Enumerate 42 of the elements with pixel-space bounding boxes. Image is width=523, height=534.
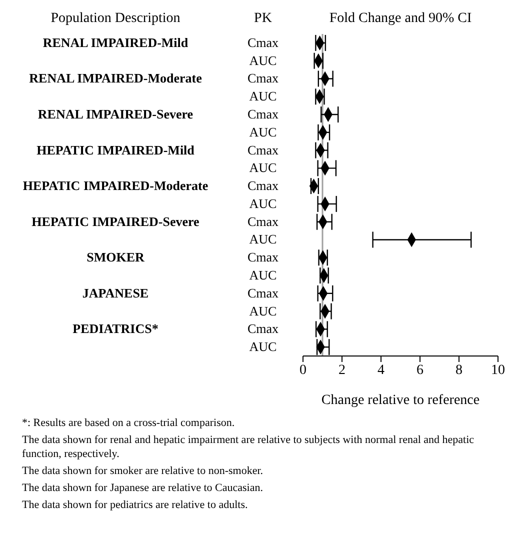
y-tick-label: Cmax — [247, 214, 280, 229]
y-tick-label: Cmax — [247, 250, 280, 265]
y2-tick-label: PEDIATRICS* — [72, 321, 158, 336]
x-tick-label: 10 — [491, 362, 505, 378]
x-tick-label: 8 — [456, 362, 462, 378]
y-tick-label: AUC — [249, 339, 277, 354]
y-tick-label: Cmax — [247, 285, 280, 300]
y-tick-label: Cmax — [247, 142, 280, 158]
y-tick-label: AUC — [249, 160, 277, 176]
y-tick-label: Cmax — [247, 178, 280, 194]
x-tick-label: 4 — [378, 362, 384, 378]
y2-tick-label: HEPATIC IMPAIRED-Moderate — [22, 178, 208, 194]
y-tick-label: AUC — [249, 196, 277, 211]
x-tick-label: 0 — [300, 362, 306, 378]
text: The data shown for renal and hepatic impairment are relative to subjects with normal renal and hepatic function, respectively. — [22, 433, 476, 461]
y-tick-label: AUC — [249, 88, 277, 104]
text: *: Results are based on a cross-trial comparison. — [22, 416, 236, 430]
y-tick-label: Cmax — [247, 106, 280, 122]
text: The data shown for Japanese are relative to Caucasian. — [22, 481, 264, 495]
text: Population Description — [50, 11, 182, 27]
y2-tick-label: RENAL IMPAIRED-Severe — [38, 106, 194, 122]
y2-tick-label: RENAL IMPAIRED-Moderate — [29, 70, 202, 86]
y-tick-label: AUC — [249, 124, 277, 140]
y-tick-label: Cmax — [247, 321, 280, 336]
chart-title: Fold Change and 90% CI — [328, 11, 473, 27]
x-axis-title: Change relative to reference — [321, 393, 480, 408]
text: PK — [253, 11, 273, 27]
text: The data shown for pediatrics are relative to adults. — [22, 498, 249, 512]
x-tick-label: 2 — [338, 362, 346, 378]
y2-tick-label: SMOKER — [86, 250, 145, 265]
x-tick-label: 6 — [416, 362, 424, 378]
y2-tick-label: HEPATIC IMPAIRED-Mild — [36, 142, 196, 158]
text: The data shown for smoker are relative to non-smoker. — [22, 464, 264, 478]
y2-tick-label: HEPATIC IMPAIRED-Severe — [32, 214, 200, 229]
y2-tick-label: JAPANESE — [82, 285, 149, 300]
y-tick-label: AUC — [249, 268, 277, 282]
y-tick-label: AUC — [249, 232, 277, 247]
y2-tick-label: RENAL IMPAIRED-Mild — [42, 34, 189, 50]
y-tick-label: AUC — [249, 52, 277, 68]
y-tick-label: Cmax — [247, 34, 280, 50]
y-tick-label: AUC — [249, 303, 277, 318]
y-tick-label: Cmax — [247, 70, 280, 86]
